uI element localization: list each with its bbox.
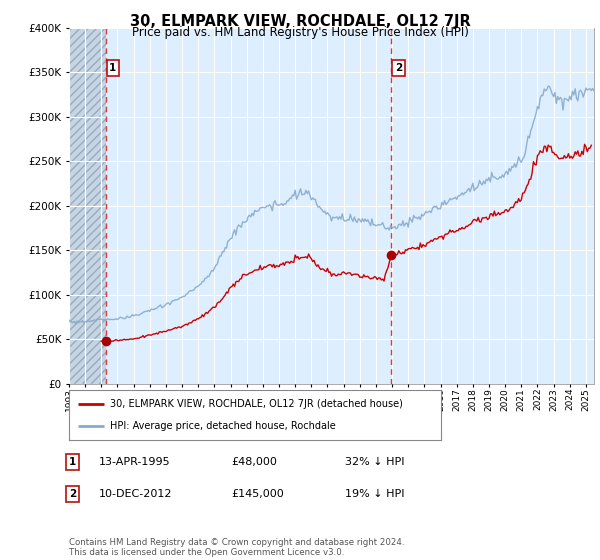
- Text: 32% ↓ HPI: 32% ↓ HPI: [345, 457, 404, 467]
- Text: 2: 2: [395, 63, 402, 73]
- Text: Price paid vs. HM Land Registry's House Price Index (HPI): Price paid vs. HM Land Registry's House …: [131, 26, 469, 39]
- Text: Contains HM Land Registry data © Crown copyright and database right 2024.
This d: Contains HM Land Registry data © Crown c…: [69, 538, 404, 557]
- Text: HPI: Average price, detached house, Rochdale: HPI: Average price, detached house, Roch…: [110, 421, 335, 431]
- Text: 30, ELMPARK VIEW, ROCHDALE, OL12 7JR: 30, ELMPARK VIEW, ROCHDALE, OL12 7JR: [130, 14, 470, 29]
- Text: 1: 1: [109, 63, 116, 73]
- Bar: [69, 28, 106, 384]
- Text: £145,000: £145,000: [231, 489, 284, 499]
- Text: 30, ELMPARK VIEW, ROCHDALE, OL12 7JR (detached house): 30, ELMPARK VIEW, ROCHDALE, OL12 7JR (de…: [110, 399, 403, 409]
- Text: £48,000: £48,000: [231, 457, 277, 467]
- Text: 1: 1: [69, 457, 76, 467]
- Text: 19% ↓ HPI: 19% ↓ HPI: [345, 489, 404, 499]
- Text: 10-DEC-2012: 10-DEC-2012: [99, 489, 173, 499]
- Text: 13-APR-1995: 13-APR-1995: [99, 457, 170, 467]
- Text: 2: 2: [69, 489, 76, 499]
